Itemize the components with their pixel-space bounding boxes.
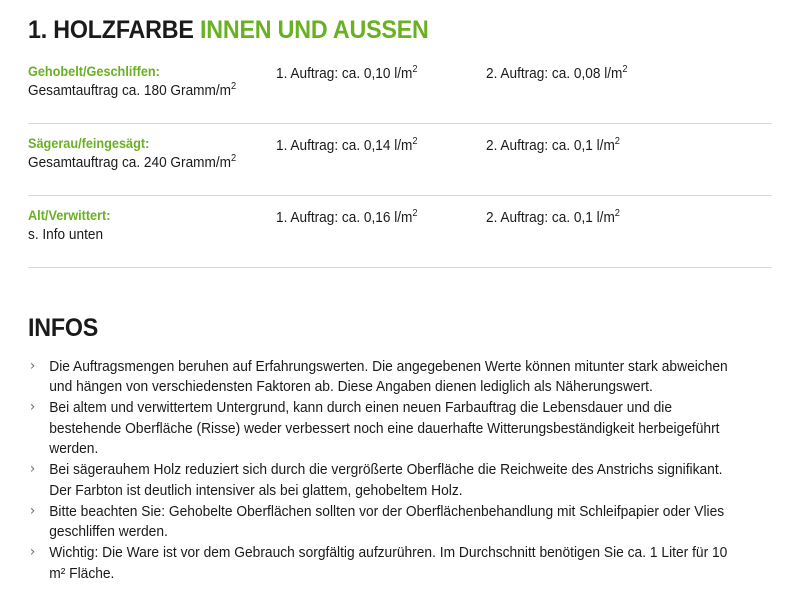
consumption-table: Gehobelt/Geschliffen: Gesamtauftrag ca. … <box>28 60 772 268</box>
list-item: › Bitte beachten Sie: Gehobelte Oberfläc… <box>28 502 746 543</box>
first-coat-text: 1. Auftrag: ca. 0,16 l/m <box>276 209 413 226</box>
chevron-right-icon: › <box>29 461 36 478</box>
second-coat-cell: 2. Auftrag: ca. 0,1 l/m2 <box>486 134 755 158</box>
first-coat-cell: 1. Auftrag: ca. 0,10 l/m2 <box>276 62 473 86</box>
chevron-right-icon: › <box>29 357 36 374</box>
row-type-cell: Gehobelt/Geschliffen: Gesamtauftrag ca. … <box>28 62 276 103</box>
row-type-cell: Sägerau/feingesägt: Gesamtauftrag ca. 24… <box>28 134 276 175</box>
chevron-right-icon: › <box>29 399 36 416</box>
page-title: 1. HOLZFARBE INNEN UND AUSSEN <box>28 0 720 45</box>
unit-superscript: 2 <box>231 153 237 165</box>
list-item: › Bei sägerauhem Holz reduziert sich dur… <box>28 460 746 501</box>
first-coat-text: 1. Auftrag: ca. 0,14 l/m <box>276 137 413 154</box>
second-coat-text: 2. Auftrag: ca. 0,1 l/m <box>486 137 615 154</box>
unit-superscript: 2 <box>622 63 628 75</box>
total-application-text: Gesamtauftrag ca. 180 Gramm/m <box>28 83 232 100</box>
wood-type-label: Gehobelt/Geschliffen: <box>28 63 160 79</box>
total-application-text: Gesamtauftrag ca. 240 Gramm/m <box>28 155 232 172</box>
list-item: › Wichtig: Die Ware ist vor dem Gebrauch… <box>28 543 746 584</box>
wood-type-label: Alt/Verwittert: <box>28 207 111 223</box>
list-item: › Die Auftragsmengen beruhen auf Erfahru… <box>28 357 746 398</box>
second-coat-text: 2. Auftrag: ca. 0,08 l/m <box>486 65 623 82</box>
total-application-value: s. Info unten <box>28 225 261 247</box>
unit-superscript: 2 <box>412 135 418 147</box>
second-coat-cell: 2. Auftrag: ca. 0,08 l/m2 <box>486 62 755 86</box>
page-title-number: 1. HOLZFARBE <box>28 16 194 44</box>
wood-type-label: Sägerau/feingesägt: <box>28 135 150 151</box>
total-application-value: Gesamtauftrag ca. 240 Gramm/m2 <box>28 153 261 175</box>
total-application-value: Gesamtauftrag ca. 180 Gramm/m2 <box>28 81 261 103</box>
second-coat-text: 2. Auftrag: ca. 0,1 l/m <box>486 209 615 226</box>
first-coat-cell: 1. Auftrag: ca. 0,14 l/m2 <box>276 134 473 158</box>
table-row: Alt/Verwittert: s. Info unten 1. Auftrag… <box>28 196 772 268</box>
row-type-cell: Alt/Verwittert: s. Info unten <box>28 206 276 247</box>
first-coat-cell: 1. Auftrag: ca. 0,16 l/m2 <box>276 206 473 230</box>
page-title-subject: INNEN UND AUSSEN <box>199 16 429 44</box>
unit-superscript: 2 <box>614 207 620 219</box>
list-item-text: Wichtig: Die Ware ist vor dem Gebrauch s… <box>49 545 728 582</box>
total-application-text: s. Info unten <box>28 227 104 244</box>
infos-heading: INFOS <box>28 313 99 342</box>
list-item: › Bei altem und verwittertem Untergrund,… <box>28 398 746 459</box>
table-row: Gehobelt/Geschliffen: Gesamtauftrag ca. … <box>28 60 772 124</box>
list-item-text: Bei altem und verwittertem Untergrund, k… <box>49 400 720 457</box>
list-item-text: Bitte beachten Sie: Gehobelte Oberfläche… <box>49 503 725 541</box>
unit-superscript: 2 <box>412 63 418 75</box>
first-coat-text: 1. Auftrag: ca. 0,10 l/m <box>276 65 413 82</box>
list-item-text: Die Auftragsmengen beruhen auf Erfahrung… <box>49 358 728 396</box>
table-row: Sägerau/feingesägt: Gesamtauftrag ca. 24… <box>28 124 772 196</box>
unit-superscript: 2 <box>614 135 620 147</box>
unit-superscript: 2 <box>231 81 237 93</box>
chevron-right-icon: › <box>29 502 36 519</box>
unit-superscript: 2 <box>412 207 418 219</box>
infos-list: › Die Auftragsmengen beruhen auf Erfahru… <box>28 343 772 584</box>
chevron-right-icon: › <box>29 544 36 561</box>
list-item-text: Bei sägerauhem Holz reduziert sich durch… <box>49 462 723 499</box>
second-coat-cell: 2. Auftrag: ca. 0,1 l/m2 <box>486 206 755 230</box>
